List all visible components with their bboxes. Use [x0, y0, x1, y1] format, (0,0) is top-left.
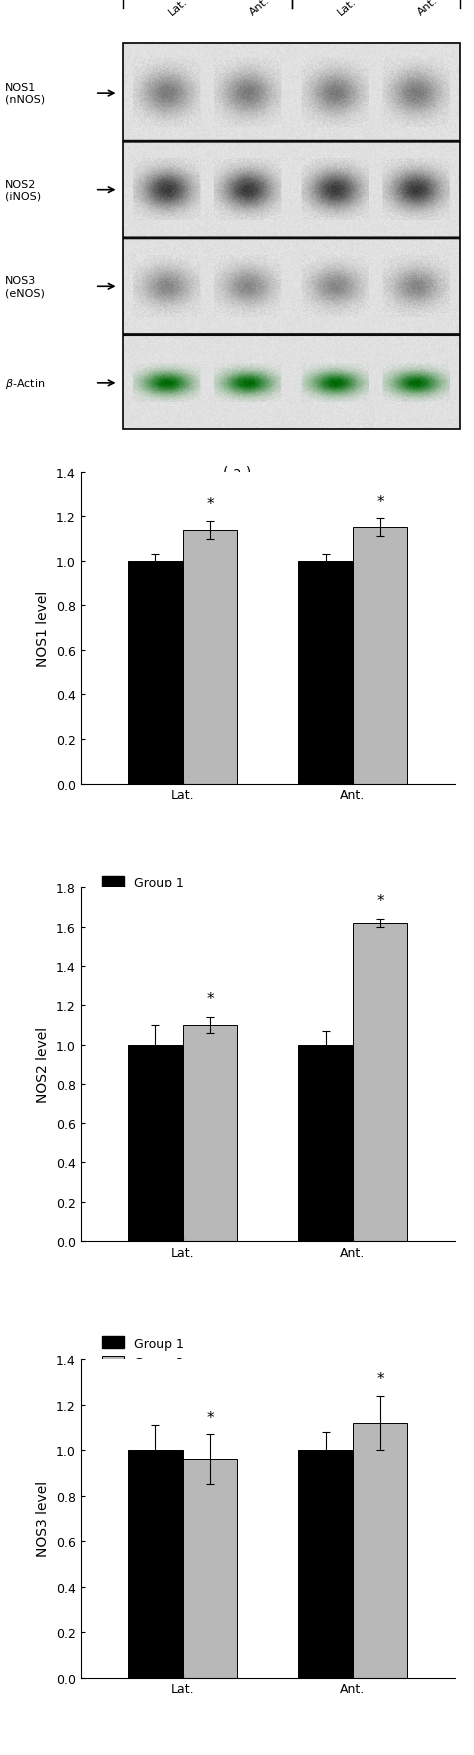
Bar — [299, 1044, 353, 1241]
Text: ( c ): ( c ) — [254, 1432, 282, 1446]
Y-axis label: NOS2 level: NOS2 level — [36, 1027, 50, 1102]
Text: *: * — [376, 1371, 384, 1386]
Y-axis label: NOS3 level: NOS3 level — [36, 1481, 50, 1557]
Text: Ant.: Ant. — [416, 0, 440, 18]
Text: ( a ): ( a ) — [223, 465, 251, 479]
Text: *: * — [376, 893, 384, 909]
Text: Lat.: Lat. — [167, 0, 190, 18]
Legend: Group 1, Group 2: Group 1, Group 2 — [102, 1337, 184, 1369]
Text: $\beta$-Actin: $\beta$-Actin — [5, 377, 45, 391]
Bar — [299, 1450, 353, 1678]
Text: *: * — [206, 497, 214, 512]
Bar — [182, 530, 237, 784]
Bar — [353, 923, 407, 1241]
Text: NOS1
(nNOS): NOS1 (nNOS) — [5, 82, 45, 105]
Bar — [299, 562, 353, 784]
Bar — [353, 1423, 407, 1678]
Y-axis label: NOS1 level: NOS1 level — [36, 590, 50, 667]
Text: Lat.: Lat. — [335, 0, 358, 18]
Text: NOS3
(eNOS): NOS3 (eNOS) — [5, 276, 45, 298]
Bar — [123, 44, 460, 430]
Text: *: * — [376, 495, 384, 511]
Text: Ant.: Ant. — [248, 0, 272, 18]
Legend: Group 1, Group 2: Group 1, Group 2 — [102, 876, 184, 909]
Text: *: * — [206, 1409, 214, 1425]
Bar — [353, 528, 407, 784]
Text: *: * — [206, 992, 214, 1007]
Text: NOS2
(iNOS): NOS2 (iNOS) — [5, 179, 41, 202]
Bar — [128, 1044, 182, 1241]
Bar — [182, 1025, 237, 1241]
Text: ( b ): ( b ) — [254, 971, 282, 985]
Bar — [182, 1460, 237, 1678]
Bar — [128, 562, 182, 784]
Bar — [128, 1450, 182, 1678]
